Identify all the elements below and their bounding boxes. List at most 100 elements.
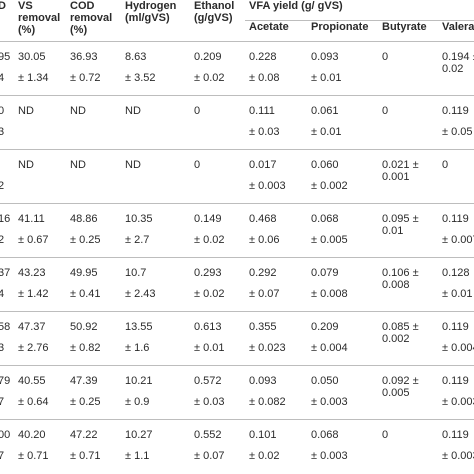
cell-deviation: ± 3.52	[125, 72, 156, 84]
cell-deviation: ± 0.03	[249, 126, 280, 138]
row-label: 95 4	[0, 42, 14, 96]
cell-value: 0.149	[194, 213, 222, 225]
cell-deviation: ± 0.72	[70, 72, 101, 84]
cell-value: 0.293	[194, 267, 222, 279]
cell-deviation: ± 0.25	[70, 234, 101, 246]
cell-deviation: ± 0.003	[442, 396, 474, 408]
cell-deviation: ± 0.71	[18, 450, 49, 462]
acetate-cell: 0.228 ± 0.08	[245, 42, 307, 96]
cell-value: ND	[18, 159, 34, 171]
cell-deviation: ± 0.02	[249, 450, 280, 462]
cell-deviation: ± 0.64	[18, 396, 49, 408]
cell-deviation: ± 1.42	[18, 288, 49, 300]
cell-value: 0	[194, 159, 201, 171]
cell-value: 0.119	[442, 375, 469, 387]
propionate-cell: 0.061 ± 0.01	[307, 96, 378, 150]
acetate-cell: 0.355 ± 0.023	[245, 312, 307, 366]
table-row: 0 3 ND ND ND 0 0.111 ± 0.03 0.061 ± 0.01 0 0.119 ± 0…	[0, 95, 474, 150]
cell-value: 0.061	[311, 105, 339, 117]
cell-value: 0.209	[194, 51, 222, 63]
cell-value: 0	[382, 105, 389, 117]
cod-removal-cell: ND	[66, 150, 121, 204]
ethanol-cell: 0.293 ± 0.02	[190, 258, 245, 312]
cell-value: 10.27	[125, 429, 153, 441]
table-row: 79 7 40.55 ± 0.64 47.39 ± 0.25 10.21 ± 0.9 0.572…	[0, 365, 474, 420]
cell-value: 0.119	[442, 105, 469, 117]
cell-value: 0.292	[249, 267, 277, 279]
cell-value: 41.11	[18, 213, 45, 225]
acetate-cell: 0.292 ± 0.07	[245, 258, 307, 312]
cell-deviation: ± 0.004	[442, 342, 474, 354]
cell-deviation: ± 2.76	[18, 342, 49, 354]
cell-deviation: ± 1.6	[125, 342, 150, 354]
cell-value: 0.228	[249, 51, 277, 63]
valerate-cell: 0.128 ± 0.01	[438, 258, 474, 312]
header-cod-removal: COD removal (%)	[70, 0, 113, 36]
table-row: 16 2 41.11 ± 0.67 48.86 ± 0.25 10.35 ± 2.7 0.149…	[0, 203, 474, 258]
cell-value: 47.22	[70, 429, 98, 441]
cell-value: 0	[382, 51, 389, 63]
row-label: 79 7	[0, 366, 14, 420]
cell-deviation: ± 0.01	[311, 126, 342, 138]
table-row: 37 4 43.23 ± 1.42 49.95 ± 0.41 10.7 ± 2.43 0.293…	[0, 257, 474, 312]
propionate-cell: 0.068 ± 0.005	[307, 204, 378, 258]
valerate-cell: 0.119 ± 0.05	[438, 96, 474, 150]
header-ethanol: Ethanol (g/gVS)	[194, 0, 235, 24]
hydrogen-cell: 10.21 ± 0.9	[121, 366, 190, 420]
table-row: 00 7 40.20 ± 0.71 47.22 ± 0.71 10.27 ± 1.1 0.552…	[0, 419, 474, 474]
table-header: D VS removal (%) COD removal (%) Hydroge…	[0, 0, 474, 42]
cell-value: 0.017	[249, 159, 277, 171]
cod-removal-cell: 47.39 ± 0.25	[66, 366, 121, 420]
cell-value: 36.93	[70, 51, 98, 63]
cell-deviation: ± 2.43	[125, 288, 156, 300]
cell-deviation: ± 0.01	[442, 288, 473, 300]
cell-deviation: 7	[0, 396, 5, 408]
cell-value: 0.468	[249, 213, 277, 225]
ethanol-cell: 0.209 ± 0.02	[190, 42, 245, 96]
cell-value: 10.21	[125, 375, 153, 387]
cell-value: 0	[0, 105, 5, 117]
hydrogen-cell: 8.63 ± 3.52	[121, 42, 190, 96]
vs-removal-cell: 43.23 ± 1.42	[14, 258, 66, 312]
propionate-cell: 0.068 ± 0.003	[307, 420, 378, 474]
butyrate-cell: 0	[378, 420, 438, 474]
butyrate-cell: 0.085 ± 0.002	[378, 312, 438, 366]
ethanol-cell: 0.572 ± 0.03	[190, 366, 245, 420]
cell-value: 0.068	[311, 213, 339, 225]
header-hydrogen: Hydrogen (ml/gVS)	[125, 0, 177, 24]
vs-removal-cell: 40.20 ± 0.71	[14, 420, 66, 474]
cell-value: ND	[70, 105, 86, 117]
cell-value: 0.021 ± 0.001	[382, 159, 419, 183]
cell-deviation: ± 0.07	[249, 288, 280, 300]
cell-value: 0.092 ± 0.005	[382, 375, 419, 399]
acetate-cell: 0.111 ± 0.03	[245, 96, 307, 150]
cell-value: 95	[0, 51, 11, 63]
hydrogen-cell: 10.35 ± 2.7	[121, 204, 190, 258]
ethanol-cell: 0.149 ± 0.02	[190, 204, 245, 258]
cell-value: 0.552	[194, 429, 222, 441]
row-label: 37 4	[0, 258, 14, 312]
cell-value: 0.613	[194, 321, 222, 333]
header-butyrate: Butyrate	[382, 21, 427, 33]
vs-removal-cell: 47.37 ± 2.76	[14, 312, 66, 366]
cell-deviation: 2	[0, 180, 5, 192]
cell-value: 0.068	[311, 429, 339, 441]
cell-deviation: 3	[0, 342, 5, 354]
cell-value: 47.39	[70, 375, 98, 387]
cell-deviation: ± 0.02	[194, 72, 225, 84]
cell-deviation: ± 0.02	[194, 288, 225, 300]
valerate-cell: 0.194 ± 0.02	[438, 42, 474, 96]
butyrate-cell: 0.106 ± 0.008	[378, 258, 438, 312]
cell-deviation: ± 0.003	[249, 180, 286, 192]
cell-value: 0.085 ± 0.002	[382, 321, 419, 345]
cell-deviation: ± 0.008	[311, 288, 348, 300]
cell-value: 0.111	[249, 105, 275, 117]
vs-removal-cell: 41.11 ± 0.67	[14, 204, 66, 258]
cell-value: 0.106 ± 0.008	[382, 267, 419, 291]
cell-deviation: ± 0.003	[442, 450, 474, 462]
cell-value: 40.55	[18, 375, 46, 387]
cell-deviation: ± 0.9	[125, 396, 150, 408]
cell-deviation: ± 0.67	[18, 234, 49, 246]
vs-removal-cell: ND	[14, 150, 66, 204]
